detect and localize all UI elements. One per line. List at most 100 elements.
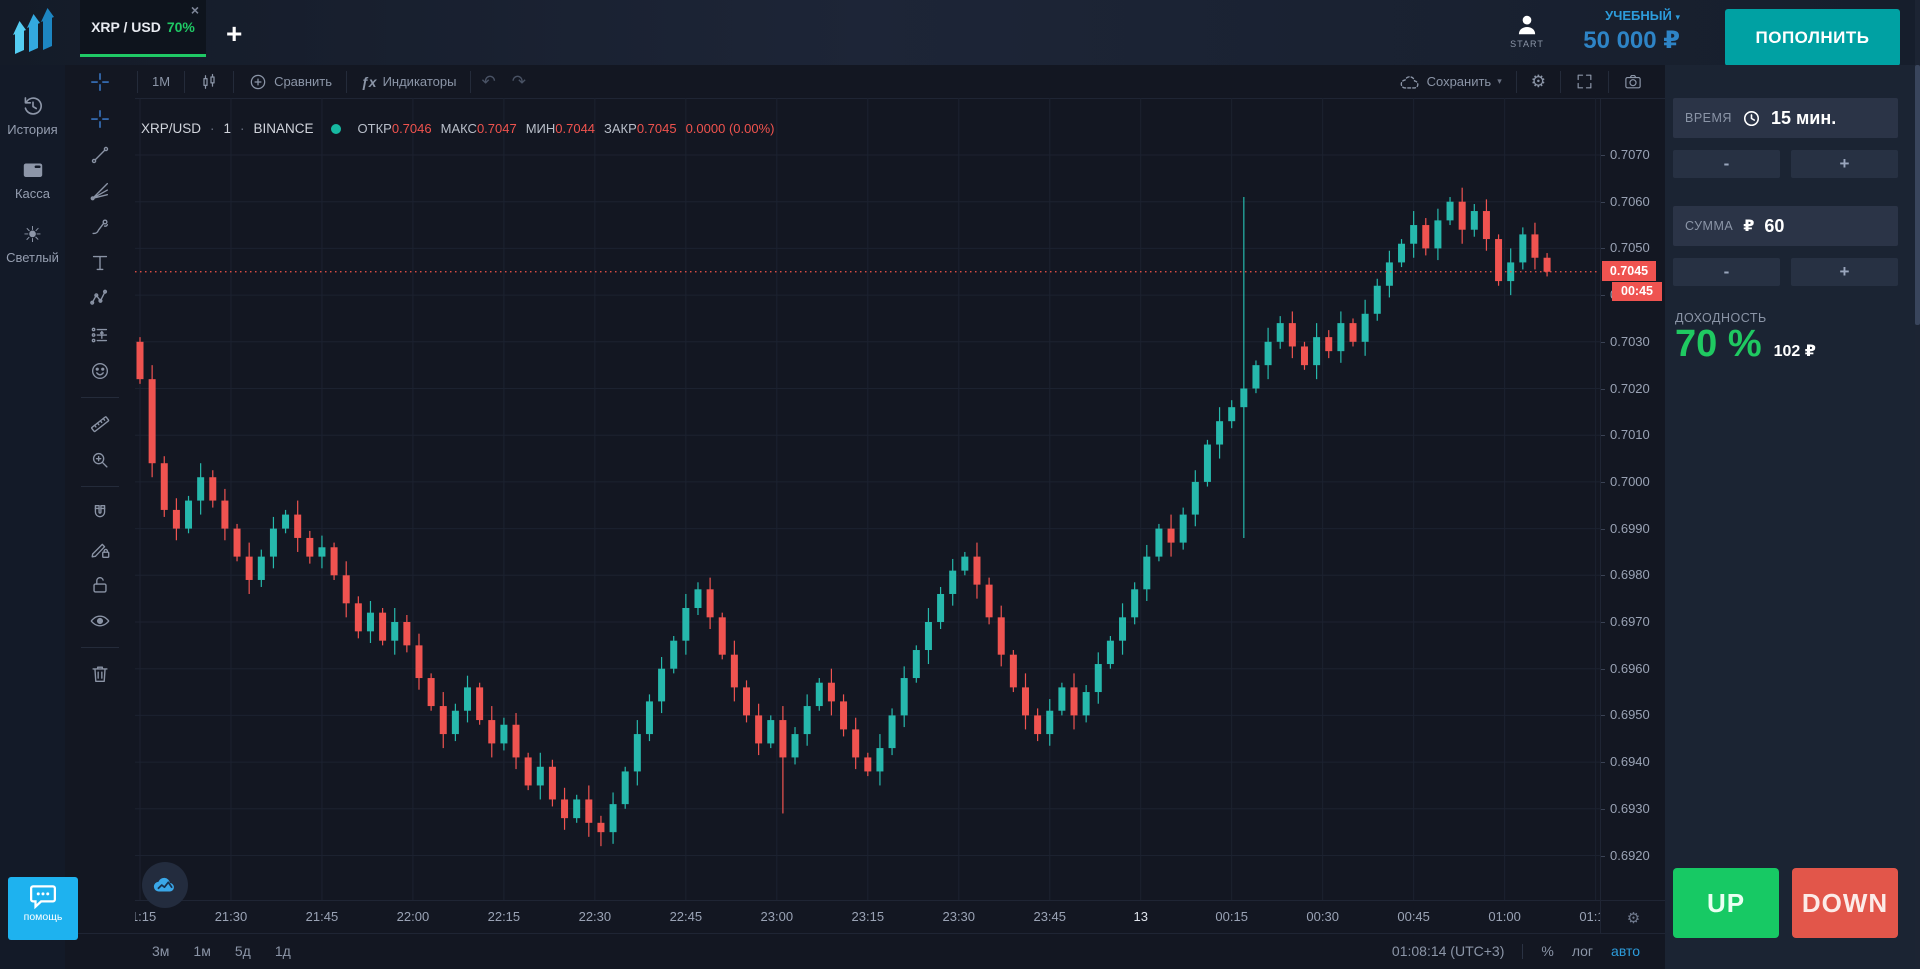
divider bbox=[81, 647, 119, 648]
price-tick-label: 0.6990 bbox=[1610, 520, 1650, 536]
tab-close-icon[interactable]: × bbox=[190, 2, 199, 18]
chart-watermark-button[interactable] bbox=[142, 862, 188, 908]
emoji-tool[interactable] bbox=[85, 357, 115, 385]
drawing-lock-tool[interactable] bbox=[85, 535, 115, 563]
asset-tab[interactable]: XRP / USD 70% × bbox=[80, 0, 206, 57]
percent-scale-button[interactable]: % bbox=[1541, 943, 1554, 959]
divider bbox=[184, 70, 186, 93]
time-increase-button[interactable]: + bbox=[1791, 150, 1898, 178]
candlestick-plot[interactable] bbox=[135, 98, 1600, 900]
chat-bubble-icon bbox=[30, 885, 56, 910]
price-tick-mark bbox=[1601, 762, 1605, 764]
price-tick-mark bbox=[1601, 248, 1605, 250]
amount-field[interactable]: СУММА ₽ 60 bbox=[1673, 206, 1898, 246]
price-tick-label: 0.7020 bbox=[1610, 380, 1650, 396]
save-layout-button[interactable]: Сохранить ▾ bbox=[1387, 65, 1514, 98]
start-profile-button[interactable]: START bbox=[1503, 12, 1551, 49]
clock-icon bbox=[1743, 110, 1759, 126]
help-button[interactable]: помощь bbox=[8, 877, 78, 940]
account-type-dropdown[interactable]: УЧЕБНЫЙ ▾ bbox=[1605, 8, 1680, 23]
magnet-tool[interactable] bbox=[85, 499, 115, 527]
snapshot-button[interactable] bbox=[1611, 65, 1655, 98]
sun-icon: ☀ bbox=[22, 222, 43, 247]
legend-change: 0.0000 (0.00%) bbox=[685, 121, 775, 136]
chevron-down-icon: ▾ bbox=[1675, 12, 1680, 22]
fullscreen-button[interactable] bbox=[1563, 65, 1606, 98]
hide-drawings-tool[interactable] bbox=[85, 607, 115, 635]
legend-symbol: XRP/USD bbox=[141, 121, 202, 136]
divider bbox=[1515, 70, 1517, 93]
compare-button[interactable]: Сравнить bbox=[236, 65, 344, 98]
top-bar: XRP / USD 70% × + START УЧЕБНЫЙ ▾ 50 000… bbox=[0, 0, 1920, 66]
axis-settings-button[interactable]: ⚙ bbox=[1600, 900, 1665, 934]
time-tick-label: 21:45 bbox=[305, 909, 339, 924]
price-tick-mark bbox=[1601, 855, 1605, 857]
sidebar-item-label: Светлый bbox=[6, 250, 59, 265]
clock-utc[interactable]: 01:08:14 (UTC+3) bbox=[1391, 943, 1505, 959]
range-5d-button[interactable]: 5д bbox=[234, 943, 251, 959]
chart-style-button[interactable] bbox=[187, 65, 231, 98]
range-1d-button[interactable]: 1д bbox=[274, 943, 291, 959]
sidebar-item-theme[interactable]: ☀ Светлый bbox=[0, 222, 65, 266]
magnet-icon bbox=[94, 504, 106, 518]
payout-amount: 102 ₽ bbox=[1773, 343, 1816, 360]
undo-button[interactable]: ↶ bbox=[481, 71, 496, 91]
cursor-tool[interactable] bbox=[85, 105, 115, 133]
amount-increase-button[interactable]: + bbox=[1791, 258, 1898, 286]
redo-button[interactable]: ↷ bbox=[511, 71, 526, 91]
chart-settings-button[interactable]: ⚙ bbox=[1530, 71, 1546, 91]
text-tool[interactable] bbox=[85, 249, 115, 277]
gann-fibonacci-tool[interactable] bbox=[85, 177, 115, 205]
price-tick-mark bbox=[1601, 668, 1605, 670]
payout-percent: 70 % bbox=[1675, 323, 1762, 365]
measure-tool[interactable] bbox=[85, 410, 115, 438]
price-tick-mark bbox=[1601, 575, 1605, 577]
down-button[interactable]: DOWN bbox=[1792, 868, 1898, 938]
time-decrease-button[interactable]: - bbox=[1673, 150, 1780, 178]
zoom-in-tool[interactable] bbox=[85, 446, 115, 474]
range-1m-button[interactable]: 1м bbox=[193, 943, 211, 959]
time-axis[interactable]: 21:15 21:30 21:45 22:00 22:15 22:30 22:45 23:00… bbox=[135, 900, 1600, 934]
brush-icon bbox=[92, 219, 109, 235]
platform-logo-icon[interactable] bbox=[12, 8, 60, 58]
scrollbar-thumb[interactable] bbox=[1915, 65, 1920, 325]
asset-tab-label: XRP / USD bbox=[91, 19, 161, 35]
amount-decrease-button[interactable]: - bbox=[1673, 258, 1780, 286]
time-tick-label: 00:30 bbox=[1306, 909, 1339, 924]
log-scale-button[interactable]: лог bbox=[1571, 943, 1594, 959]
time-field[interactable]: ВРЕМЯ 15 мин. bbox=[1673, 98, 1898, 138]
time-tick-label: 01:15 bbox=[1579, 909, 1600, 924]
price-tick-label: 0.7070 bbox=[1610, 147, 1650, 162]
price-axis[interactable]: 0.7045 00:45 0.70700.70600.70500.70400.7… bbox=[1600, 98, 1665, 900]
chart-region: 1М Сравнить ƒx Индикаторы ↶ ↷ Сохранить bbox=[65, 65, 1665, 969]
forecast-tool[interactable] bbox=[85, 321, 115, 349]
lock-all-tool[interactable] bbox=[85, 571, 115, 599]
time-tick-label: 23:30 bbox=[942, 909, 976, 924]
up-button[interactable]: UP bbox=[1673, 868, 1779, 938]
circle-plus-icon bbox=[250, 74, 266, 89]
brush-tool[interactable] bbox=[85, 213, 115, 241]
interval-button[interactable]: 1М bbox=[152, 74, 171, 89]
add-tab-button[interactable]: + bbox=[226, 18, 243, 49]
indicators-button[interactable]: ƒx Индикаторы bbox=[361, 73, 457, 90]
remove-drawings-tool[interactable] bbox=[85, 660, 115, 688]
eye-icon bbox=[90, 615, 110, 627]
text-icon bbox=[92, 255, 108, 271]
pattern-tool[interactable] bbox=[85, 285, 115, 313]
price-tick-mark bbox=[1601, 295, 1605, 297]
crosshair-icon bbox=[91, 72, 109, 91]
sidebar-item-cashier[interactable]: Касса bbox=[0, 157, 65, 201]
divider bbox=[81, 486, 119, 487]
sidebar-item-history[interactable]: История bbox=[0, 93, 65, 137]
auto-scale-button[interactable]: авто bbox=[1611, 943, 1640, 959]
wallet-icon bbox=[23, 163, 42, 178]
crosshair-tool[interactable] bbox=[65, 65, 135, 98]
deposit-button[interactable]: ПОПОЛНИТЬ bbox=[1725, 9, 1900, 66]
price-tick-label: 0.6950 bbox=[1610, 707, 1650, 723]
range-3m-button[interactable]: 3м bbox=[152, 943, 170, 959]
account-balance: 50 000 ₽ bbox=[1583, 27, 1680, 54]
divider bbox=[1608, 70, 1609, 93]
forecast-icon bbox=[91, 327, 108, 343]
trend-line-tool[interactable] bbox=[85, 141, 115, 169]
trash-icon bbox=[92, 666, 108, 683]
